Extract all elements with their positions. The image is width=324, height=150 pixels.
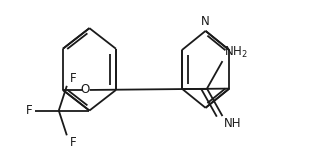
Text: NH: NH xyxy=(224,117,242,130)
Text: F: F xyxy=(70,136,77,149)
Text: O: O xyxy=(81,83,90,96)
Text: NH$_2$: NH$_2$ xyxy=(224,45,248,60)
Text: F: F xyxy=(26,104,33,117)
Text: F: F xyxy=(70,72,77,85)
Text: N: N xyxy=(201,15,210,28)
